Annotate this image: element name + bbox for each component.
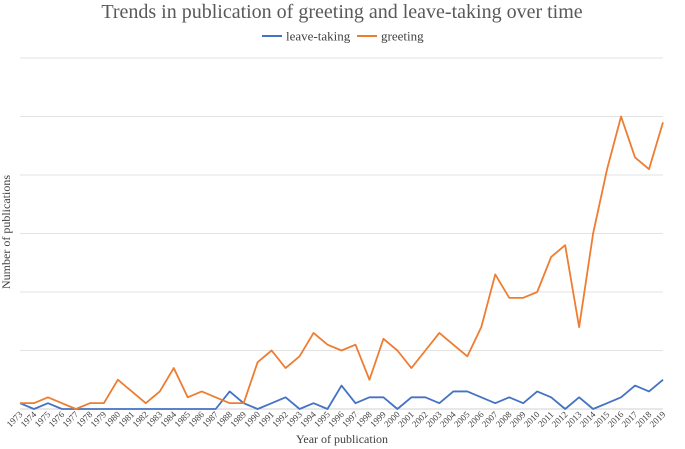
x-axis-tick-labels: 1973197419751976197719781979198019811982… [5, 409, 668, 429]
legend-label-leave-taking: leave-taking [286, 29, 351, 44]
legend: leave-taking greeting [262, 29, 424, 44]
gridlines [20, 57, 663, 351]
x-axis-title: Year of publication [296, 432, 388, 446]
series-line-greeting [20, 115, 664, 410]
chart-title: Trends in publication of greeting and le… [101, 1, 582, 23]
y-axis-title: Number of publications [0, 175, 13, 289]
series-line-leave-taking [19, 379, 664, 410]
series-layer [19, 115, 664, 410]
x-tick-label: 2019 [648, 409, 668, 429]
legend-label-greeting: greeting [381, 29, 424, 44]
